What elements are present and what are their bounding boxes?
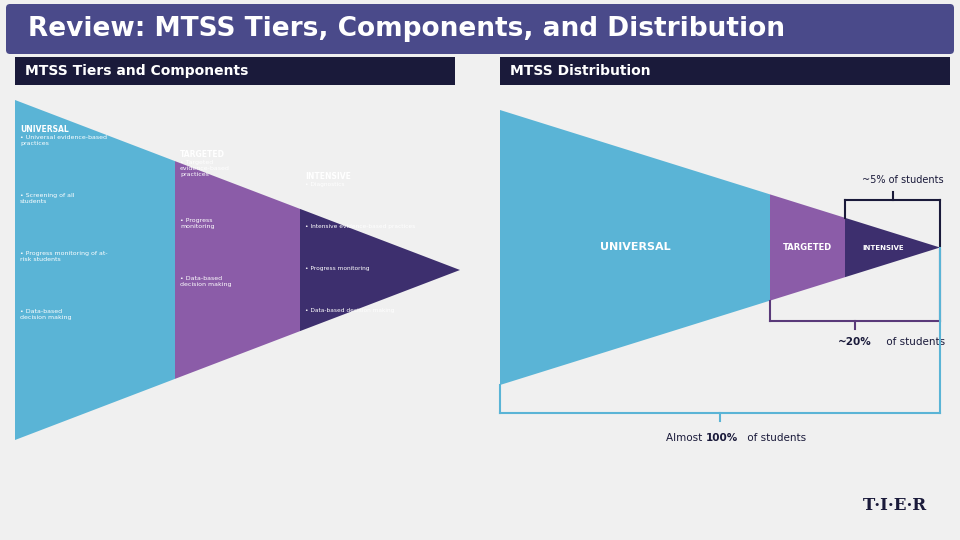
Text: MTSS Distribution: MTSS Distribution (510, 64, 651, 78)
Polygon shape (175, 161, 300, 379)
Text: • Progress monitoring: • Progress monitoring (305, 266, 370, 271)
Bar (15, 57, 455, 85)
Text: • Universal evidence-based
practices: • Universal evidence-based practices (20, 135, 107, 146)
FancyBboxPatch shape (6, 4, 954, 54)
Text: • Diagnostics: • Diagnostics (305, 182, 345, 187)
Text: • Progress
monitoring: • Progress monitoring (180, 218, 214, 229)
Text: • Data-based
decision making: • Data-based decision making (20, 309, 71, 320)
Text: • Data-based
decision making: • Data-based decision making (180, 276, 231, 287)
Text: ~5% of students: ~5% of students (862, 175, 944, 185)
Text: TARGETED: TARGETED (180, 150, 225, 159)
Text: • Targeted
evidence-based
practices: • Targeted evidence-based practices (180, 160, 229, 178)
Text: Review: MTSS Tiers, Components, and Distribution: Review: MTSS Tiers, Components, and Dist… (28, 16, 785, 42)
Text: UNIVERSAL: UNIVERSAL (20, 125, 69, 134)
Text: of students: of students (744, 433, 806, 443)
Text: Almost: Almost (666, 433, 706, 443)
Polygon shape (845, 218, 940, 277)
Polygon shape (300, 209, 460, 331)
Polygon shape (500, 110, 770, 385)
Text: • Screening of all
students: • Screening of all students (20, 193, 75, 204)
Text: INTENSIVE: INTENSIVE (863, 245, 904, 251)
Text: TARGETED: TARGETED (782, 243, 832, 252)
Text: ~20%: ~20% (838, 336, 872, 347)
Bar (500, 57, 950, 85)
Text: MTSS Tiers and Components: MTSS Tiers and Components (25, 64, 249, 78)
Polygon shape (15, 100, 175, 440)
Text: 100%: 100% (706, 433, 738, 443)
Polygon shape (770, 194, 845, 301)
Text: of students: of students (883, 336, 946, 347)
Text: • Data-based decision making: • Data-based decision making (305, 308, 395, 313)
Text: INTENSIVE: INTENSIVE (305, 172, 350, 181)
Text: • Intensive evidence-based practices: • Intensive evidence-based practices (305, 224, 416, 229)
Text: T·I·E·R: T·I·E·R (863, 496, 927, 514)
Text: • Progress monitoring of at-
risk students: • Progress monitoring of at- risk studen… (20, 251, 108, 262)
Text: UNIVERSAL: UNIVERSAL (600, 242, 670, 253)
